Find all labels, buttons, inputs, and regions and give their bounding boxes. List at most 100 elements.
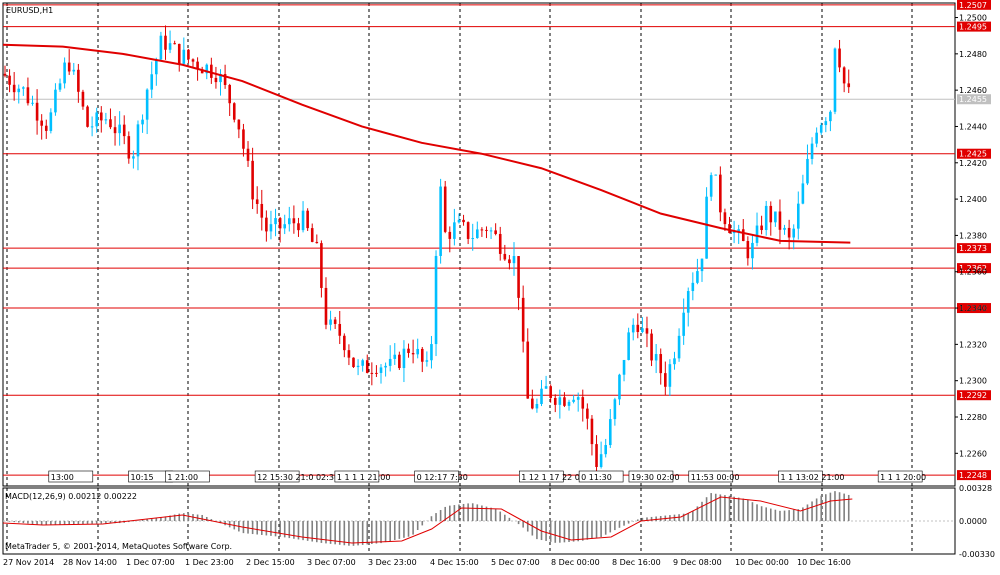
candle-body <box>237 119 241 130</box>
candle-body <box>581 397 585 409</box>
candle-body <box>829 111 832 122</box>
time-marker-label: 0 12:17 7:30 <box>417 473 468 482</box>
candle-body <box>398 354 401 369</box>
level-tag <box>957 0 991 10</box>
candle-body <box>439 186 442 256</box>
candle-body <box>544 386 548 389</box>
candle-body <box>306 210 309 229</box>
candle-body <box>159 35 163 60</box>
candle-body <box>127 136 131 159</box>
level-label: 1.2507 <box>959 1 987 10</box>
time-axis: 27 Nov 2014 28 Nov 14:00 1 Dec 07:00 1 Dec … <box>3 558 851 567</box>
candle-body <box>618 374 621 400</box>
x-tick-label: 3 Dec 07:00 <box>307 558 356 567</box>
candle-body <box>691 282 695 292</box>
candle-body <box>58 83 62 90</box>
candle-body <box>40 120 43 126</box>
candle-body <box>77 69 80 92</box>
candle-body <box>641 328 644 333</box>
candle-body <box>741 229 745 242</box>
candle-body <box>379 367 383 373</box>
y-tick-label: 1.2320 <box>959 340 987 349</box>
candle-body <box>604 445 608 455</box>
candle-body <box>673 358 676 365</box>
candle-body <box>645 328 649 334</box>
candle-body <box>434 255 438 345</box>
candle-body <box>232 103 236 120</box>
candle-body <box>847 83 851 88</box>
x-tick-label: 1 Dec 07:00 <box>126 558 175 567</box>
candle-body <box>480 229 484 231</box>
candle-body <box>54 89 57 113</box>
time-marker-box <box>778 470 823 483</box>
candle-body <box>411 353 415 355</box>
candle-body <box>297 223 300 231</box>
candle-body <box>177 43 181 64</box>
candle-body <box>287 218 291 225</box>
candle-body <box>329 319 332 325</box>
candle-body <box>535 403 539 409</box>
level-label: 1.2362 <box>959 264 987 273</box>
candle-body <box>150 74 154 90</box>
macd-tick-label: -0.00330 <box>959 550 995 559</box>
candle-body <box>512 256 516 264</box>
x-tick-label: 5 Dec 07:00 <box>491 558 540 567</box>
candle-body <box>650 333 653 361</box>
candle-body <box>714 174 718 176</box>
candle-body <box>333 319 337 324</box>
candle-body <box>815 132 818 144</box>
candle-body <box>824 121 828 126</box>
signal-line <box>2 496 853 544</box>
time-markers: 13:00 10:15 1 21:00 12 15:30 21:0 02:301 1 … <box>48 470 926 483</box>
candle-body <box>109 119 112 128</box>
y-tick-label: 1.2440 <box>959 122 987 131</box>
y-tick-label: 1.2500 <box>959 14 987 23</box>
candle-body <box>443 186 447 232</box>
candle-body <box>182 49 186 64</box>
candle-body <box>347 350 351 358</box>
level-tag <box>957 390 991 401</box>
candle-body <box>283 224 287 229</box>
candle-body <box>654 354 658 361</box>
time-marker-label: 1 21:00 <box>167 473 198 482</box>
candle-body <box>448 231 452 239</box>
candle-body <box>251 160 254 200</box>
candle-body <box>416 348 419 355</box>
candle-body <box>141 119 144 125</box>
candle-body <box>246 148 250 161</box>
candle-body <box>686 291 690 313</box>
candle-body <box>558 397 562 405</box>
candle-body <box>498 233 502 254</box>
candle-body <box>315 241 319 244</box>
candle-body <box>842 67 846 84</box>
candle-body <box>210 64 213 78</box>
level-label: 1.2373 <box>959 244 987 253</box>
candle-body <box>476 229 479 239</box>
vertical-grid <box>6 3 913 486</box>
candle-body <box>49 112 53 131</box>
level-tag <box>957 470 991 481</box>
level-tag <box>957 303 991 314</box>
level-tag <box>957 263 991 274</box>
candle-body <box>113 127 117 134</box>
candle-body <box>200 69 204 74</box>
candle-body <box>278 218 282 229</box>
candle-body <box>292 218 296 224</box>
candle-body <box>796 203 800 229</box>
ma-line <box>2 43 851 244</box>
copyright-text: MetaTrader 5, © 2001-2014, MetaQuotes So… <box>5 542 232 551</box>
candle-body <box>17 88 21 93</box>
candle-body <box>631 324 635 333</box>
candle-body <box>576 397 580 400</box>
candle-body <box>613 399 617 420</box>
time-marker-box <box>165 470 210 483</box>
candle-body <box>819 125 823 133</box>
candle-body <box>494 230 497 234</box>
candle-body <box>164 35 167 50</box>
level-tag <box>957 243 991 254</box>
candles <box>3 25 851 474</box>
level-tag <box>957 148 991 159</box>
time-marker-box <box>519 470 564 483</box>
